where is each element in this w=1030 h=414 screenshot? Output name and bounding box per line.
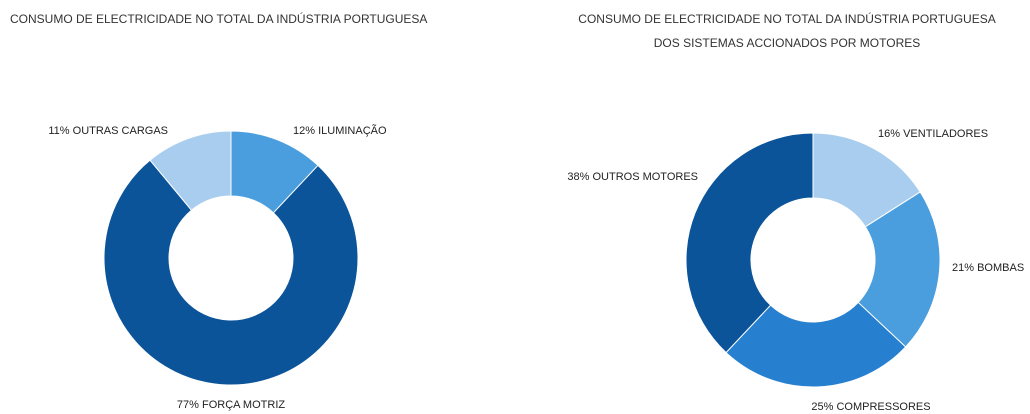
slice-category: BOMBAS [977, 262, 1024, 274]
slice-value-label: 16% [878, 128, 900, 140]
slice-label: 16% VENTILADORES [878, 128, 988, 140]
donut-slice [103, 159, 359, 386]
slice-category: OUTROS MOTORES [592, 171, 698, 183]
chart-title: CONSUMO DE ELECTRICIDADE NO TOTAL DA IND… [578, 11, 995, 26]
slice-label: 21% BOMBAS [952, 262, 1024, 274]
chart-title: CONSUMO DE ELECTRICIDADE NO TOTAL DA IND… [10, 11, 427, 26]
slice-category: OUTRAS CARGAS [73, 125, 168, 137]
slice-value-label: 38% [567, 171, 589, 183]
chart-title: DOS SISTEMAS ACCIONADOS POR MOTORES [654, 36, 921, 50]
slice-value-label: 21% [952, 262, 974, 274]
slice-category: ILUMINAÇÃO [318, 124, 387, 137]
slice-label: 12% ILUMINAÇÃO [293, 124, 387, 137]
donut-slice [149, 130, 232, 211]
slice-category: VENTILADORES [903, 128, 988, 140]
slice-label: 77% FORÇA MOTRIZ [177, 399, 285, 411]
slice-label: 38% OUTROS MOTORES [567, 171, 698, 183]
slice-category: COMPRESSORES [836, 401, 930, 413]
slice-label: 11% OUTRAS CARGAS [48, 125, 168, 137]
slice-value-label: 77% [177, 399, 199, 411]
slice-value-label: 11% [48, 125, 69, 137]
slice-value-label: 25% [811, 401, 833, 413]
donut-slice [685, 132, 814, 354]
donut-slice [857, 191, 941, 348]
slice-category: FORÇA MOTRIZ [202, 399, 285, 411]
slice-label: 25% COMPRESSORES [811, 401, 930, 413]
donut-slice [725, 301, 907, 388]
slice-value-label: 12% [293, 125, 315, 137]
